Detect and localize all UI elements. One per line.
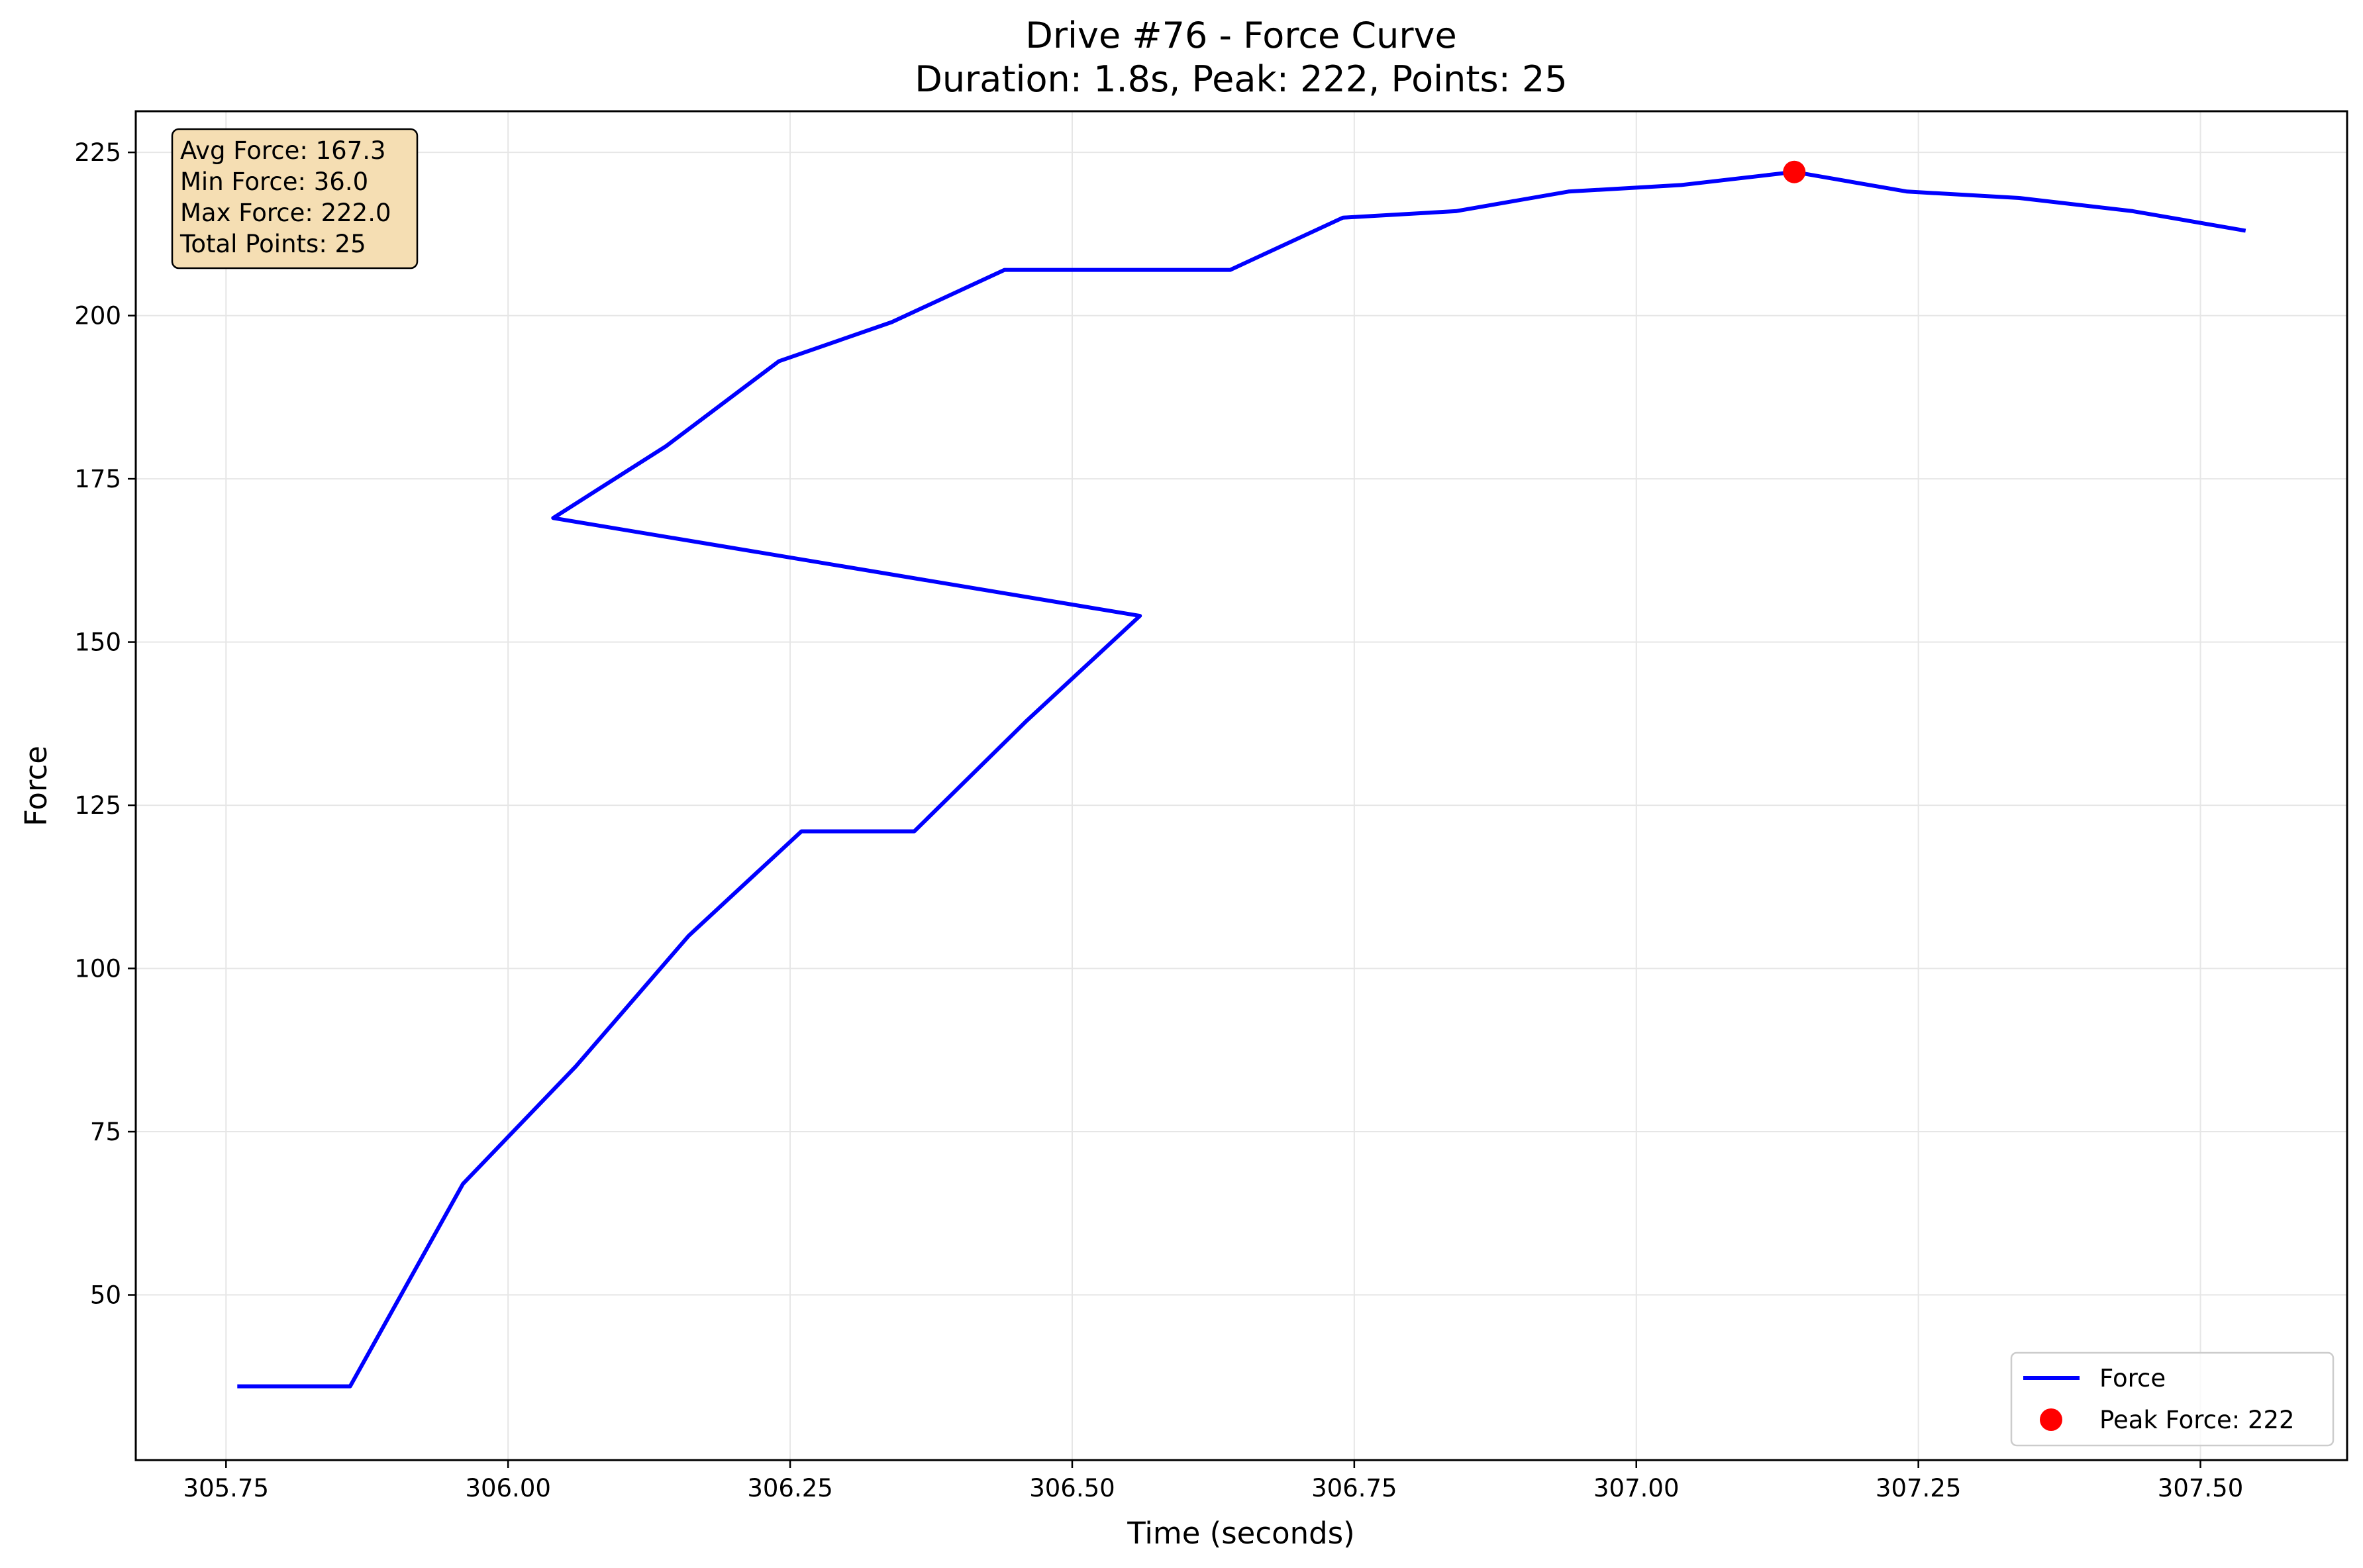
x-axis-ticks: 305.75 306.00 306.25 306.50 306.75 307.00 307.…	[183, 1460, 2243, 1502]
y-tick-label: 150	[74, 628, 121, 657]
x-tick-label: 307.25	[1876, 1474, 1961, 1502]
peak-force-marker	[1783, 160, 1806, 183]
y-tick-label: 75	[90, 1118, 121, 1146]
y-tick-label: 175	[74, 465, 121, 493]
legend-peak-marker	[2040, 1408, 2062, 1431]
y-tick-label: 200	[74, 302, 121, 330]
stats-box: Avg Force: 167.3 Min Force: 36.0 Max For…	[171, 128, 419, 270]
stats-max-force: Max Force: 222.0	[180, 199, 391, 227]
y-tick-label: 125	[74, 791, 121, 820]
x-tick-label: 307.50	[2158, 1474, 2243, 1502]
x-axis-label: Time (seconds)	[1127, 1516, 1354, 1551]
chart-subtitle: Duration: 1.8s, Peak: 222, Points: 25	[915, 58, 1568, 100]
legend: Force Peak Force: 222	[2010, 1351, 2335, 1447]
grid	[136, 111, 2347, 1460]
x-tick-label: 306.75	[1311, 1474, 1397, 1502]
y-tick-label: 100	[74, 955, 121, 983]
x-tick-label: 307.00	[1593, 1474, 1679, 1502]
stats-box-background	[171, 128, 419, 270]
y-axis-ticks: 50 75 100 125 150 175 200 225	[74, 138, 136, 1310]
legend-force-label: Force	[2099, 1364, 2166, 1393]
stats-avg-force: Avg Force: 167.3	[180, 136, 386, 165]
y-axis-label: Force	[19, 746, 54, 826]
legend-peak-label: Peak Force: 222	[2099, 1406, 2295, 1434]
y-tick-label: 50	[90, 1281, 121, 1310]
plot-area-frame	[134, 110, 2348, 1461]
plot-series	[237, 160, 2246, 1389]
x-tick-label: 306.00	[465, 1474, 550, 1502]
stats-total-points: Total Points: 25	[179, 230, 366, 258]
y-tick-label: 225	[74, 138, 121, 167]
legend-frame	[2010, 1351, 2335, 1447]
x-tick-label: 306.25	[747, 1474, 832, 1502]
chart-title: Drive #76 - Force Curve	[1025, 15, 1456, 56]
stats-min-force: Min Force: 36.0	[180, 168, 368, 196]
x-tick-label: 306.50	[1029, 1474, 1115, 1502]
x-tick-label: 305.75	[183, 1474, 269, 1502]
